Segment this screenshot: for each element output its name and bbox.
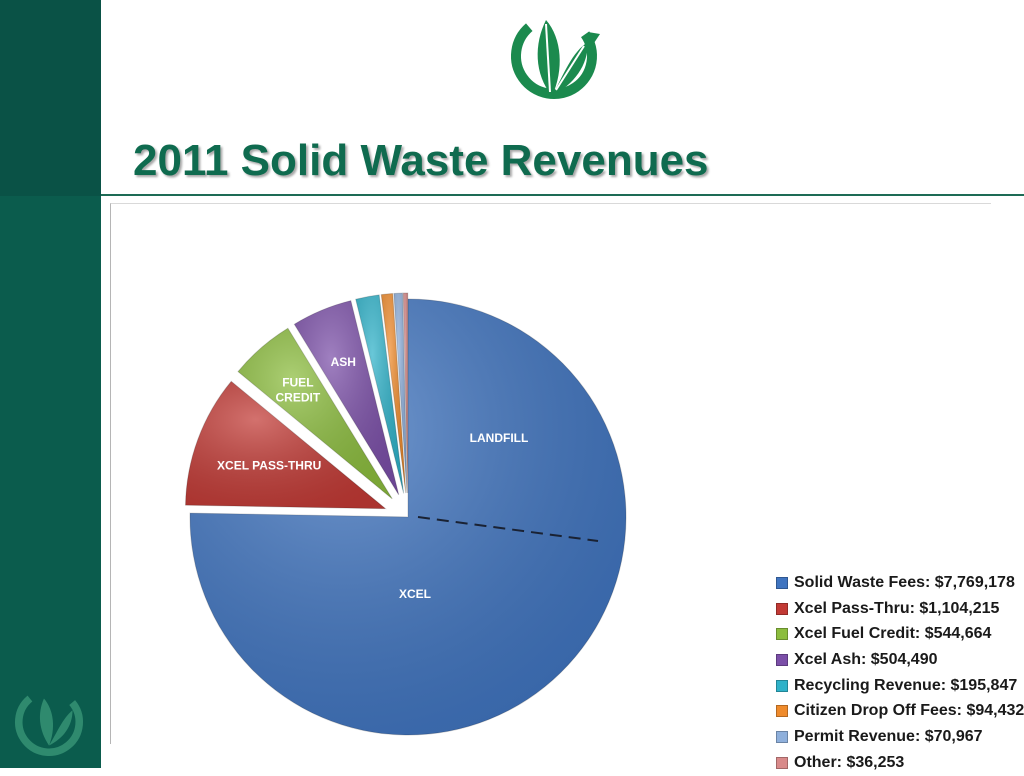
legend-swatch-3	[776, 653, 788, 666]
legend-swatch-1	[776, 602, 788, 615]
pie-slice-shine-2	[238, 328, 393, 499]
legend-swatch-7	[776, 756, 788, 769]
legend-label-1: Xcel Pass-Thru: $1,104,215	[794, 599, 1000, 617]
legend-item-3: Xcel Ash: $504,490	[776, 647, 1024, 673]
legend-item-4: Recycling Revenue: $195,847	[776, 673, 1024, 699]
leaf-cycle-logo-icon	[14, 687, 84, 757]
legend-label-7: Other: $36,253	[794, 753, 905, 771]
sub-label-landfill: LANDFILL	[470, 431, 529, 445]
sub-label-xcel: XCEL	[399, 587, 431, 601]
legend-swatch-0	[776, 576, 788, 589]
legend-label-2: Xcel Fuel Credit: $544,664	[794, 625, 992, 643]
legend-item-0: Solid Waste Fees: $7,769,178	[776, 570, 1024, 596]
legend-label-5: Citizen Drop Off Fees: $94,432	[794, 702, 1024, 720]
pie-slice-shine-0	[190, 299, 626, 735]
landfill-xcel-divider	[417, 516, 599, 542]
legend-item-1: Xcel Pass-Thru: $1,104,215	[776, 596, 1024, 622]
leaf-cycle-logo-icon	[511, 13, 600, 99]
chart-legend: Solid Waste Fees: $7,769,178 Xcel Pass-Th…	[776, 570, 1024, 776]
legend-swatch-4	[776, 679, 788, 692]
legend-item-5: Citizen Drop Off Fees: $94,432	[776, 698, 1024, 724]
pie-slice-shine-4	[355, 294, 404, 494]
slice-label-1-0: XCEL PASS-THRU	[217, 459, 321, 473]
legend-swatch-6	[776, 730, 788, 743]
legend-item-2: Xcel Fuel Credit: $544,664	[776, 621, 1024, 647]
slice-label-2-1: CREDIT	[276, 391, 321, 405]
legend-label-6: Permit Revenue: $70,967	[794, 727, 983, 745]
slice-label-2-0: FUEL	[282, 376, 313, 390]
sidebar-band	[0, 0, 101, 768]
legend-item-6: Permit Revenue: $70,967	[776, 724, 1024, 750]
pie-slice-shine-5	[381, 293, 406, 494]
legend-item-7: Other: $36,253	[776, 750, 1024, 776]
legend-swatch-2	[776, 628, 788, 641]
chart-area: XCEL PASS-THRU FUEL CREDIT ASH LANDFILL XCEL …	[110, 203, 1024, 771]
slice-label-3-0: ASH	[331, 355, 356, 369]
sidebar-band-top	[0, 0, 101, 196]
legend-label-0: Solid Waste Fees: $7,769,178	[794, 573, 1015, 591]
page-title: 2011 Solid Waste Revenues	[133, 136, 709, 185]
pie-slice-shine-1	[185, 381, 386, 509]
title-divider	[101, 194, 1024, 196]
pie-slice-shine-6	[393, 293, 407, 494]
legend-label-3: Xcel Ash: $504,490	[794, 650, 938, 668]
legend-label-4: Recycling Revenue: $195,847	[794, 676, 1018, 694]
pie-slice-shine-7	[403, 293, 408, 494]
pie-slice-shine-3	[294, 300, 399, 495]
legend-swatch-5	[776, 705, 788, 718]
